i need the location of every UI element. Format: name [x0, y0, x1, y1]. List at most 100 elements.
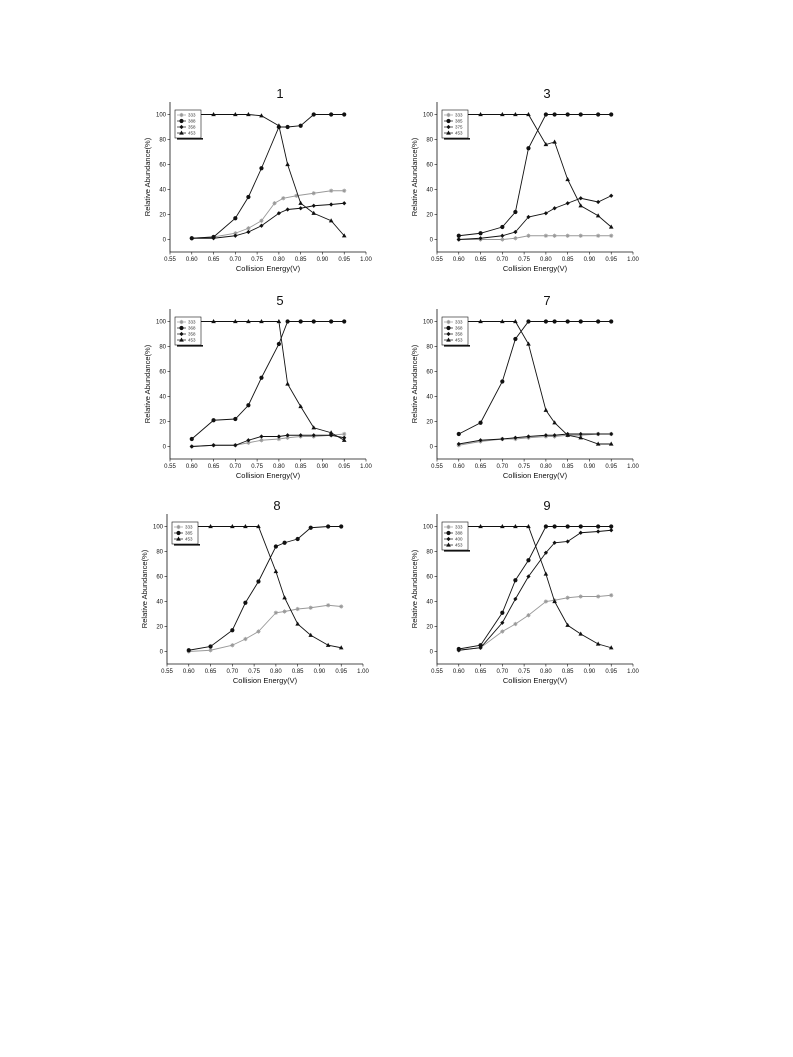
- x-tick-label: 0.95: [338, 464, 350, 470]
- data-point: [342, 188, 347, 193]
- series-markers-368: [456, 319, 614, 437]
- data-point: [578, 435, 584, 440]
- data-point: [543, 524, 548, 529]
- data-point: [543, 599, 548, 604]
- data-point: [543, 141, 549, 147]
- legend-marker: [179, 130, 184, 135]
- legend-marker: [446, 337, 451, 342]
- data-point: [311, 433, 316, 438]
- x-tick-label: 0.80: [273, 464, 285, 470]
- series-markers-388: [456, 524, 614, 652]
- series-line-453: [191, 321, 345, 441]
- data-point: [596, 594, 601, 599]
- data-point: [276, 436, 281, 442]
- data-point: [526, 341, 531, 346]
- x-tick-label: 0.70: [226, 669, 238, 675]
- x-axis-label: Collision Energy(V): [236, 471, 301, 480]
- data-point: [311, 425, 317, 430]
- y-tick-label: 20: [159, 213, 166, 219]
- legend-marker: [176, 530, 181, 536]
- y-axis-label: Relative Abundance(%): [410, 549, 419, 628]
- data-point: [295, 621, 300, 626]
- chart-panel-8: 8 0.55 0.60 0.65 0.70 0.75 0.80 0.85 0.90 0.95 1.0…: [135, 500, 375, 700]
- data-point: [543, 233, 548, 238]
- data-point: [341, 437, 347, 442]
- data-point: [276, 123, 282, 128]
- x-tick-label: 0.80: [540, 257, 552, 263]
- x-tick-label: 0.70: [229, 257, 241, 263]
- chart-title: 8: [273, 500, 280, 513]
- data-point: [513, 209, 518, 215]
- legend-marker: [446, 112, 451, 118]
- data-point: [259, 223, 264, 228]
- series-markers-385: [456, 112, 614, 238]
- data-point: [513, 435, 518, 440]
- data-point: [578, 319, 583, 324]
- data-point: [276, 318, 282, 324]
- data-point: [552, 206, 557, 211]
- data-point: [526, 319, 531, 324]
- x-tick-label: 0.95: [605, 464, 617, 470]
- data-point: [609, 112, 614, 117]
- data-point: [246, 440, 251, 445]
- data-point: [208, 648, 213, 653]
- legend-label: 375: [455, 125, 463, 130]
- data-point: [565, 524, 570, 529]
- y-tick-label: 100: [156, 113, 167, 119]
- chart-title: 5: [276, 295, 283, 308]
- data-point: [282, 595, 287, 600]
- x-tick-label: 0.85: [562, 464, 574, 470]
- data-point: [478, 318, 483, 324]
- chart-title: 9: [543, 500, 550, 513]
- y-axis-label: Relative Abundance(%): [143, 137, 152, 216]
- data-point: [609, 524, 614, 529]
- data-point: [273, 610, 278, 615]
- x-tick-label: 1.00: [360, 464, 372, 470]
- data-point: [456, 431, 461, 437]
- legend-label: 453: [185, 537, 193, 542]
- x-tick-label: 0.90: [317, 257, 329, 263]
- y-tick-label: 40: [426, 188, 433, 194]
- data-point: [298, 319, 303, 324]
- data-point: [552, 433, 557, 438]
- data-point: [578, 112, 583, 117]
- x-tick-label: 0.75: [251, 464, 263, 470]
- data-point: [565, 432, 570, 437]
- data-point: [233, 443, 238, 448]
- chart-title: 1: [276, 88, 283, 101]
- x-tick-label: 0.90: [584, 669, 596, 675]
- data-point: [565, 539, 570, 544]
- chart-title: 7: [543, 295, 550, 308]
- data-point: [609, 528, 614, 533]
- x-tick-label: 0.55: [431, 464, 443, 470]
- data-point: [565, 201, 570, 206]
- legend-marker: [176, 536, 181, 541]
- series-line-453: [191, 114, 345, 237]
- y-tick-label: 100: [156, 320, 167, 326]
- legend-marker: [176, 524, 181, 530]
- y-axis-label: Relative Abundance(%): [140, 549, 149, 628]
- x-tick-label: 0.85: [562, 257, 574, 263]
- legend-shadow: [174, 544, 200, 546]
- data-point: [478, 438, 483, 443]
- data-point: [208, 523, 213, 529]
- legend-label: 333: [455, 320, 463, 325]
- series-markers-358: [456, 431, 614, 447]
- legend-shadow: [444, 550, 470, 552]
- chart-panel-1: 1 0.55 0.60 0.65 0.70 0.75 0.80 0.85 0.90 0.95 1.0…: [138, 88, 378, 288]
- data-point: [308, 605, 313, 610]
- chart-5-svg: 5 0.55 0.60 0.65 0.70 0.75 0.80 0.85 0.90 0.95 1.0…: [143, 295, 372, 480]
- legend-marker: [179, 124, 184, 130]
- series-markers-453: [189, 318, 347, 442]
- legend-shadow: [177, 138, 203, 140]
- legend-label: 333: [185, 525, 193, 530]
- legend-marker: [446, 530, 451, 536]
- x-axis-label: Collision Energy(V): [236, 264, 301, 273]
- y-tick-label: 20: [426, 420, 433, 426]
- data-point: [552, 233, 557, 238]
- series-line-388: [191, 114, 345, 239]
- data-point: [211, 318, 216, 324]
- data-point: [552, 524, 557, 529]
- legend-marker: [446, 118, 451, 124]
- data-point: [578, 203, 584, 208]
